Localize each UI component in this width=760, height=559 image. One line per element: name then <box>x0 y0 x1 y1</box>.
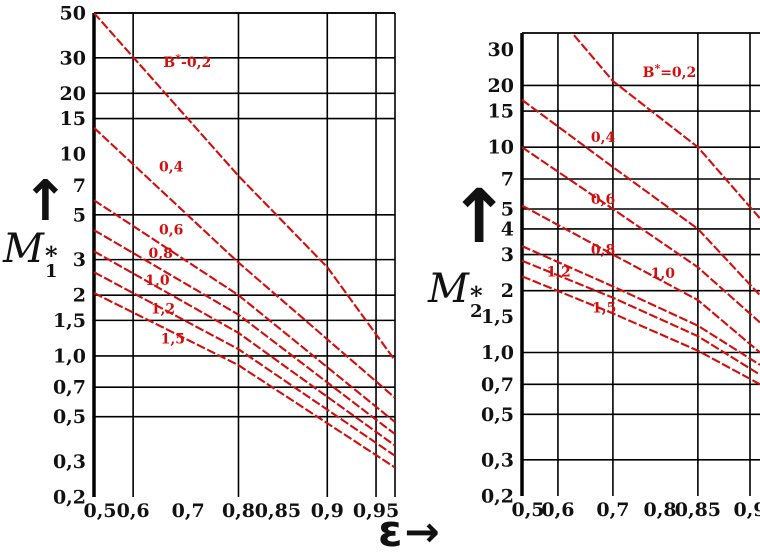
y-tick-label: 5 <box>501 199 514 221</box>
y-tick-label: 0,7 <box>53 377 86 399</box>
y-tick-label: 2 <box>73 285 86 307</box>
up-arrow-icon: ↑ <box>22 169 69 234</box>
curve-b0.4 <box>94 127 395 399</box>
curve-b0.4 <box>522 99 760 297</box>
y-tick-label: 30 <box>60 47 86 69</box>
gridlines <box>94 12 396 497</box>
curve-label: 0,4 <box>159 159 184 175</box>
y-tick-label: 3 <box>501 244 514 266</box>
curve-b0.6 <box>94 199 395 423</box>
curves <box>94 13 395 469</box>
curve-b1 <box>94 250 395 447</box>
curve-label: 0,6 <box>591 192 615 208</box>
y-tick-label: 1,0 <box>481 342 514 364</box>
m2-sub-sup: * 2 <box>469 281 483 322</box>
curve-b1.2 <box>522 259 760 376</box>
y-tick-label: 5 <box>73 204 86 226</box>
y-tick-label: 20 <box>60 83 86 105</box>
x-tick-label: 0,7 <box>596 499 629 521</box>
epsilon-symbol: ε <box>378 506 405 557</box>
m1-sub-sup: * 1 <box>44 241 58 282</box>
y-tick-label: 7 <box>73 175 86 197</box>
curve-b1.2 <box>94 271 395 457</box>
x-tick-label: 0,9 <box>311 500 344 522</box>
y-tick-label: 50 <box>60 3 86 25</box>
curve-label: 0,8 <box>149 246 173 262</box>
x-tick-label: 0,5 <box>511 499 544 521</box>
x-tick-label: 0,8 <box>222 500 255 522</box>
curve-label: 0,4 <box>591 130 616 146</box>
x-tick-label: 0,85 <box>255 500 301 522</box>
y-tick-label: 20 <box>488 75 514 97</box>
curve-label: 0,8 <box>591 243 615 259</box>
curve-label: 1,5 <box>592 300 616 316</box>
y-tick-label: 0,2 <box>481 486 514 508</box>
y-tick-label: 1,0 <box>53 345 86 367</box>
x-tick-label: 0,8 <box>644 499 677 521</box>
y-tick-label: 3 <box>73 249 86 271</box>
curve-b0.8 <box>522 204 760 354</box>
chart-m1: B*-0,2 0,4 0,6 0,8 1,0 1,2 1,5 50 30 20 15 10 7 5 3 2 1,… <box>53 3 399 523</box>
y-tick-label: 4 <box>501 218 514 240</box>
m1-subscript: 1 <box>44 261 58 282</box>
curve-label: 1,2 <box>151 302 175 318</box>
y-tick-label: 0,5 <box>481 404 514 426</box>
x-tick-label: 0,6 <box>117 500 150 522</box>
curve-label: 1,0 <box>651 266 676 282</box>
gridlines <box>522 32 760 496</box>
y-tick-label: 0,2 <box>53 487 86 509</box>
curve-label: 1,0 <box>145 273 170 289</box>
m1-star: * <box>44 241 58 270</box>
y-tick-label: 10 <box>488 137 514 159</box>
y-tick-label: 0,5 <box>53 406 86 428</box>
y-tick-label: 15 <box>488 101 514 123</box>
x-tick-label: 0,7 <box>172 500 205 522</box>
x-tick-label: 0,5 <box>83 500 116 522</box>
curve-label: 1,2 <box>546 264 570 280</box>
curve-label: B*-0,2 <box>163 52 211 71</box>
x-tick-label: 0,6 <box>541 499 574 521</box>
curve-b1 <box>522 245 760 366</box>
x-tick-label: 0,85 <box>675 499 721 521</box>
curve-b0.6 <box>522 146 760 324</box>
y-tick-label: 30 <box>488 39 514 61</box>
y-tick-label: 0,3 <box>53 451 86 473</box>
curve-b0.2 <box>94 13 395 362</box>
curve-b0.2 <box>570 33 760 220</box>
y-tick-label: 1,5 <box>481 306 514 328</box>
y-axis-title-m1: M * 1 <box>3 226 58 282</box>
y-tick-label: 2 <box>501 280 514 302</box>
m1-letter: M <box>3 226 44 272</box>
curve-label: 0,6 <box>159 222 183 238</box>
curve-label: B*=0,2 <box>643 62 697 81</box>
y-tick-label: 1,5 <box>53 310 86 332</box>
right-arrow-icon: → <box>404 507 442 556</box>
curve-b1.5 <box>94 292 395 469</box>
chart-m2: B*=0,2 0,4 0,6 0,8 1,0 1,2 1,5 30 20 15 10 7 54 3 2 1,5… <box>481 32 760 521</box>
y-tick-label: 7 <box>501 169 514 191</box>
m2-star: * <box>469 281 483 310</box>
x-tick-label: 0,95 <box>353 500 399 522</box>
y-tick-label: 0,3 <box>481 449 514 471</box>
curve-b0.8 <box>94 229 395 435</box>
curve-b1.5 <box>522 275 760 386</box>
y-tick-label: 10 <box>60 144 86 166</box>
m2-letter: M <box>428 266 469 312</box>
x-axis-title: ε→ <box>378 510 442 554</box>
curves <box>522 33 760 386</box>
x-tick-label: 0,9 <box>733 499 760 521</box>
curve-label: 1,5 <box>161 332 185 348</box>
up-arrow-icon: ↑ <box>448 174 511 260</box>
y-tick-label: 15 <box>60 108 86 130</box>
y-axis-title-m2: M * 2 <box>428 266 483 322</box>
m2-subscript: 2 <box>469 301 483 322</box>
y-tick-label: 0,7 <box>481 374 514 396</box>
